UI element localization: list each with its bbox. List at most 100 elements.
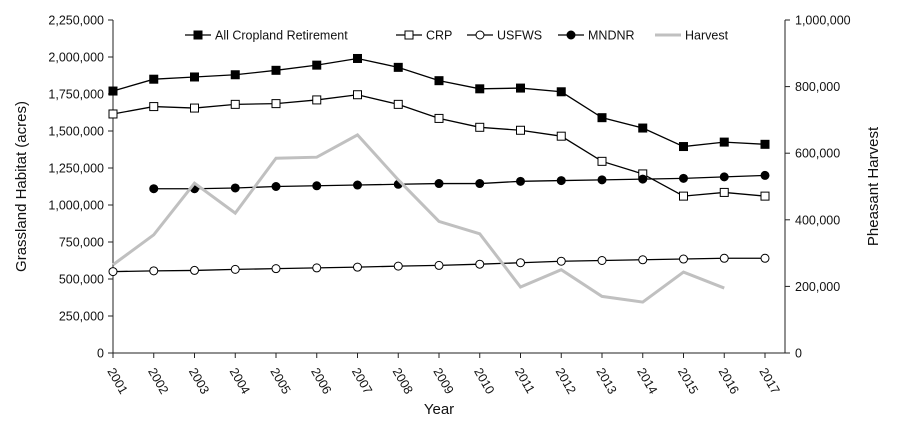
usfws-point [434,260,444,270]
all-cropland-retirement-point [679,142,688,152]
crp-point [271,99,281,109]
all-cropland-retirement-point [556,87,566,97]
usfws-point [271,264,281,274]
mndnr-point [760,170,770,180]
usfws-point [312,263,322,273]
crp-point [353,90,362,100]
crp-point [760,191,770,201]
tick-marks: 0 250,000 500,000 750,000 1,000,000 1,250,000… [48,14,850,397]
right-tick-label: 800,000 [795,80,840,94]
all-cropland-retirement-point [108,86,118,96]
mndnr-point [149,184,159,194]
usfws-point [719,253,729,263]
harvest-line [112,133,725,304]
x-tick-label: 2004 [227,366,253,397]
usfws-point [108,267,118,277]
legend-label: USFWS [497,29,542,43]
series-mndnr [149,170,770,194]
usfws-point [638,255,648,265]
mndnr-point [230,183,240,193]
right-axis-title: Pheasant Harvest [865,126,882,246]
all-cropland-retirement-point [597,113,607,123]
x-tick-label: 2013 [593,366,619,397]
left-tick-label: 2,000,000 [48,51,104,65]
all-cropland-retirement-point [312,60,322,70]
all-cropland-retirement-point [393,62,403,72]
all-cropland-retirement-line [112,57,766,148]
legend-item-harvest: Harvest [655,29,729,43]
right-tick-label: 200,000 [795,280,840,294]
legend: All Cropland Retirement CRP USFWS MNDNR Harv… [185,29,729,43]
mndnr-point [719,172,729,182]
legend-swatch-marker [566,30,576,40]
crp-point [475,122,485,132]
all-cropland-retirement-point [516,83,525,93]
all-cropland-retirement-point [353,53,362,63]
left-tick-label: 250,000 [59,310,104,324]
left-tick-label: 1,500,000 [48,125,104,139]
mndnr-point [516,176,525,186]
x-tick-label: 2017 [756,366,782,397]
mndnr-point [312,181,322,191]
legend-item-usfws: USFWS [467,29,542,43]
left-tick-label: 1,250,000 [48,162,104,176]
x-tick-label: 2007 [349,366,375,397]
all-cropland-retirement-point [271,65,281,75]
crp-point [190,103,199,113]
axes [112,20,786,354]
legend-item-mndnr: MNDNR [558,29,635,43]
x-tick-label: 2014 [634,366,660,397]
left-tick-label: 750,000 [59,236,104,250]
mndnr-point [597,175,607,185]
right-tick-label: 600,000 [795,147,840,161]
x-tick-label: 2001 [104,366,130,397]
series-layer [108,53,770,304]
mndnr-point [679,173,688,183]
x-tick-label: 2012 [553,366,579,397]
crp-point [719,187,729,197]
legend-label: MNDNR [588,29,635,43]
usfws-point [760,253,770,263]
usfws-point [516,258,525,268]
crp-point [108,109,118,119]
usfws-point [353,262,362,272]
crp-point [230,99,240,109]
right-tick-label: 0 [795,347,802,361]
x-tick-label: 2015 [675,366,701,397]
all-cropland-retirement-point [149,74,159,84]
x-tick-label: 2006 [308,366,334,397]
mndnr-line [153,174,766,190]
mndnr-point [475,179,485,189]
mndnr-point [271,182,281,191]
x-tick-label: 2009 [430,366,456,397]
left-tick-label: 500,000 [59,273,104,287]
usfws-point [393,261,403,271]
mndnr-point [434,179,444,189]
all-cropland-retirement-point [475,84,485,94]
mndnr-point [638,174,648,184]
legend-item-all-cropland-retirement: All Cropland Retirement [185,29,348,43]
left-tick-label: 1,750,000 [48,88,104,102]
left-axis-title: Grassland Habitat (acres) [13,101,30,272]
legend-swatch-marker [404,30,414,40]
x-tick-label: 2011 [512,366,538,396]
x-tick-label: 2005 [267,366,293,397]
x-tick-label: 2002 [145,366,171,397]
right-tick-label: 400,000 [795,213,840,227]
crp-point [434,113,444,123]
legend-label: Harvest [685,29,729,43]
usfws-point [475,259,485,269]
crp-point [149,102,159,112]
right-tick-label: 1,000,000 [795,14,851,28]
usfws-point [597,256,607,265]
usfws-point [230,264,240,274]
x-axis-title: Year [424,401,454,418]
x-tick-label: 2003 [186,366,212,397]
crp-point [393,99,403,109]
x-tick-label: 2016 [716,366,742,397]
usfws-point [679,254,688,264]
mndnr-point [556,176,566,186]
legend-swatch-marker [193,30,203,40]
